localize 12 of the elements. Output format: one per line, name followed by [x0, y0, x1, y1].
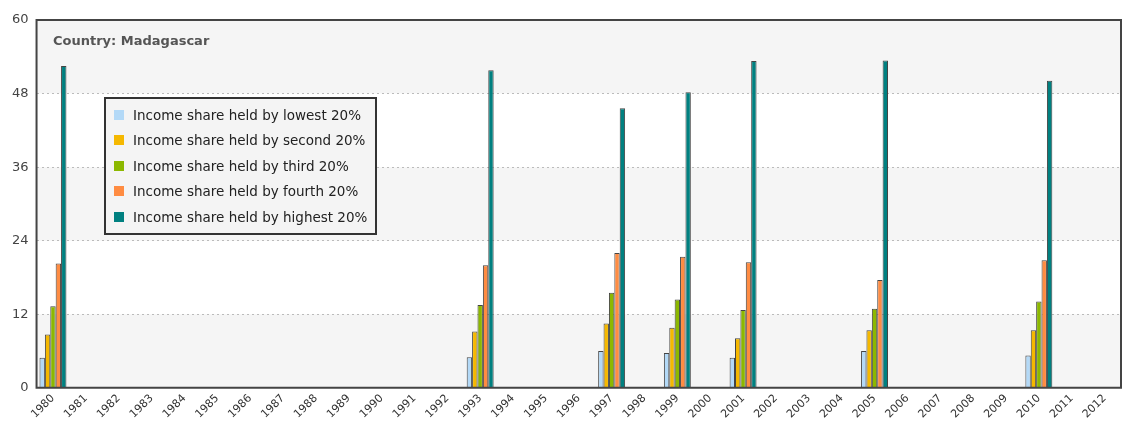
- y-tick-label: 24: [12, 232, 29, 248]
- legend-label: Income share held by third 20%: [133, 157, 349, 174]
- y-tick-label: 36: [12, 158, 29, 174]
- legend-label: Income share held by lowest 20%: [133, 106, 361, 123]
- legend-label: Income share held by highest 20%: [133, 208, 368, 225]
- legend-label: Income share held by fourth 20%: [133, 183, 359, 200]
- y-tick-label: 48: [12, 84, 29, 100]
- y-tick-label: 12: [12, 305, 29, 321]
- text: Country: Madagascar: [53, 33, 210, 48]
- legend-label: Income share held by second 20%: [133, 132, 366, 149]
- y-tick-label: 60: [12, 11, 29, 27]
- y-tick-label: 0: [20, 379, 29, 395]
